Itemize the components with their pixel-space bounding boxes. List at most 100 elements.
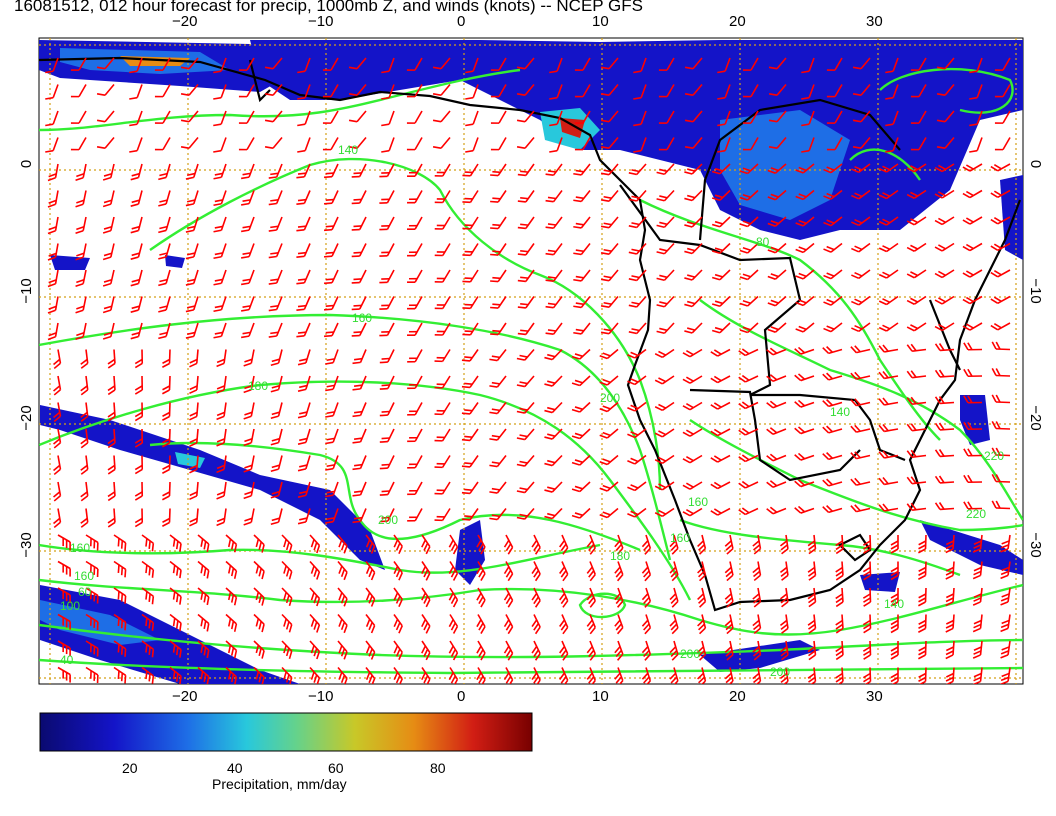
wind-barb (516, 428, 535, 441)
wind-barb (107, 428, 116, 449)
wind-barb (779, 534, 789, 555)
wind-barb (614, 561, 624, 582)
wind-barb (351, 322, 367, 337)
wind-barb (945, 667, 955, 684)
wind-barb (53, 455, 62, 476)
wind-barb (503, 640, 514, 661)
wind-barb (545, 269, 563, 282)
wind-barb (213, 163, 227, 180)
wind-barb (682, 481, 703, 490)
wind-barb (448, 534, 459, 555)
wind-barb (878, 450, 899, 459)
wind-barb (807, 667, 817, 684)
wind-barb (281, 640, 293, 660)
wind-barb (406, 57, 423, 71)
wind-barb (169, 613, 182, 632)
lat-tick-label: −10 (1027, 278, 1044, 303)
wind-barb (738, 507, 759, 516)
lon-tick-label: −10 (308, 13, 333, 30)
wind-barb (85, 666, 99, 684)
wind-barb (253, 613, 265, 633)
wind-barb (96, 83, 115, 97)
wind-barb (658, 84, 675, 98)
wind-barb (351, 296, 367, 311)
wind-barb (102, 322, 115, 340)
wind-barb (185, 269, 199, 286)
wind-barb (633, 57, 647, 74)
wind-barb (102, 216, 115, 234)
wind-barb (241, 269, 255, 286)
wind-barb (407, 216, 423, 231)
wind-barb (851, 163, 871, 174)
wind-barb (972, 667, 983, 684)
wind-barb (684, 242, 703, 255)
wind-barb (253, 640, 265, 659)
wind-barb (379, 349, 395, 364)
wind-barb (545, 322, 563, 335)
wind-barb (918, 614, 927, 633)
wind-barb (102, 269, 115, 287)
wind-barb (573, 269, 591, 282)
contour-label: 200 (770, 665, 790, 679)
wind-barb (794, 399, 815, 408)
chart-title: 16081512, 012 hour forecast for precip, … (14, 0, 643, 15)
wind-barb (365, 587, 376, 607)
wind-barb (934, 475, 955, 484)
wind-barb (934, 269, 955, 279)
wind-barb (134, 455, 144, 475)
wind-barb (779, 614, 789, 634)
wind-barb (767, 216, 787, 227)
wind-barb (448, 640, 459, 661)
wind-barb (189, 428, 199, 448)
contour-label: 180 (248, 379, 268, 393)
wind-barb (462, 216, 479, 230)
wind-barb (322, 57, 339, 71)
wind-barb (241, 243, 255, 259)
wind-barb (990, 322, 1011, 331)
wind-barb (682, 507, 703, 517)
wind-barb (573, 163, 591, 176)
wind-barb (972, 561, 983, 580)
wind-barb (238, 57, 255, 71)
wind-barb (627, 348, 647, 359)
wind-barb (185, 296, 199, 313)
wind-barb (574, 137, 591, 151)
wind-barb (75, 269, 87, 288)
wind-barb (972, 587, 983, 606)
wind-barb (684, 83, 703, 97)
wind-barb (586, 614, 596, 635)
contour-label: 220 (966, 507, 986, 521)
wind-barb (461, 402, 479, 415)
contour-label: 140 (830, 405, 850, 419)
contour-label: 100 (60, 599, 80, 613)
wind-barb (963, 342, 983, 351)
wind-barb (963, 448, 983, 457)
wind-barb (264, 83, 283, 97)
wind-barb (47, 322, 59, 341)
wind-barb (669, 587, 679, 608)
wind-barb (503, 561, 514, 582)
wind-barb (75, 243, 87, 261)
wind-barb (600, 136, 619, 150)
wind-barb (434, 508, 451, 522)
wind-barb (270, 375, 283, 393)
wind-barb (545, 163, 563, 176)
wind-barb (309, 666, 321, 684)
wind-barb (47, 243, 59, 261)
wind-barb (490, 216, 507, 230)
wind-barb (241, 190, 255, 206)
wind-barb (549, 110, 563, 127)
wind-barb (185, 243, 199, 260)
wind-barb (70, 110, 87, 124)
wind-barb (742, 84, 759, 98)
wind-barb (724, 587, 734, 608)
wind-barb (684, 216, 703, 228)
wind-barb (890, 641, 899, 660)
wind-barb (627, 375, 647, 386)
wind-barb (717, 110, 731, 127)
wind-barb (189, 455, 199, 474)
wind-barb (225, 560, 238, 579)
wind-barb (517, 163, 535, 177)
wind-barb (213, 322, 227, 339)
wind-barb (516, 454, 535, 467)
